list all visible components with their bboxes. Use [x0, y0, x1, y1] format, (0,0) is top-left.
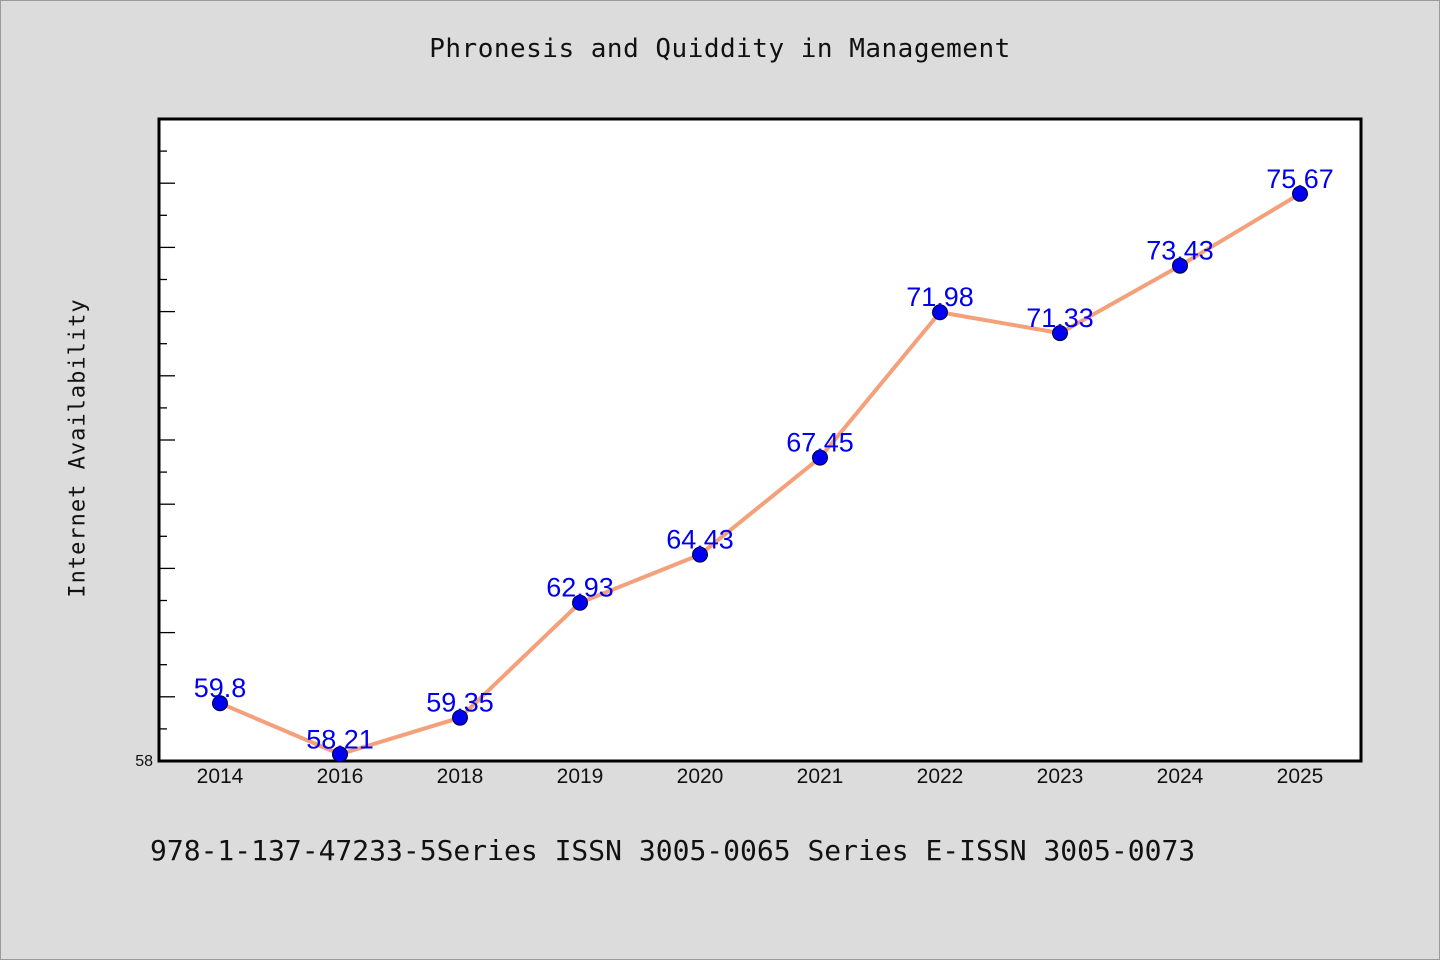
- data-point: [932, 304, 948, 321]
- x-tick-label: 2025: [1277, 765, 1324, 788]
- y-tick-label: 58: [135, 753, 153, 770]
- x-tick-label: 2014: [197, 765, 244, 788]
- data-point: [692, 546, 708, 563]
- x-tick-label: 2021: [797, 765, 844, 788]
- x-axis-tick-labels: 2014 2016 2018 2019 2020 2021 2022 2023 2024 2025: [197, 765, 1324, 788]
- data-labels: 59.8 58.21 59.35 62.93 64.43 67.45 71.98 71.33 7…: [194, 164, 1334, 754]
- x-tick-label: 2018: [437, 765, 484, 788]
- data-label: 62.93: [546, 573, 614, 603]
- data-label: 71.33: [1026, 303, 1094, 333]
- data-point: [212, 695, 228, 712]
- series-line: [219, 192, 1302, 757]
- data-point: [332, 746, 348, 763]
- series-markers: [212, 185, 1308, 763]
- x-tick-label: 2016: [317, 765, 364, 788]
- data-label: 59.8: [194, 673, 247, 703]
- y-axis-ticks: [159, 118, 175, 762]
- data-label: 59.35: [426, 688, 494, 718]
- data-point: [812, 449, 828, 466]
- plot-area: [157, 117, 1363, 763]
- data-point: [1172, 257, 1188, 274]
- data-label: 71.98: [906, 282, 974, 312]
- data-label: 67.45: [786, 428, 854, 458]
- x-tick-label: 2022: [917, 765, 964, 788]
- chart-title: Phronesis and Quiddity in Management: [429, 34, 1011, 64]
- data-point: [1292, 185, 1308, 202]
- x-tick-label: 2020: [677, 765, 724, 788]
- data-point: [572, 594, 588, 611]
- footer-isbn-issn: 978-1-137-47233-5Series ISSN 3005-0065 S…: [150, 834, 1196, 867]
- data-label: 75.67: [1266, 164, 1334, 194]
- x-tick-label: 2024: [1157, 765, 1204, 788]
- data-label: 58.21: [306, 724, 374, 754]
- x-tick-label: 2019: [557, 765, 604, 788]
- data-label: 73.43: [1146, 236, 1214, 266]
- data-label: 64.43: [666, 525, 734, 555]
- data-point: [452, 709, 468, 726]
- x-tick-label: 2023: [1037, 765, 1084, 788]
- y-axis-tick-labels: 58: [135, 753, 153, 770]
- data-point: [1052, 325, 1068, 342]
